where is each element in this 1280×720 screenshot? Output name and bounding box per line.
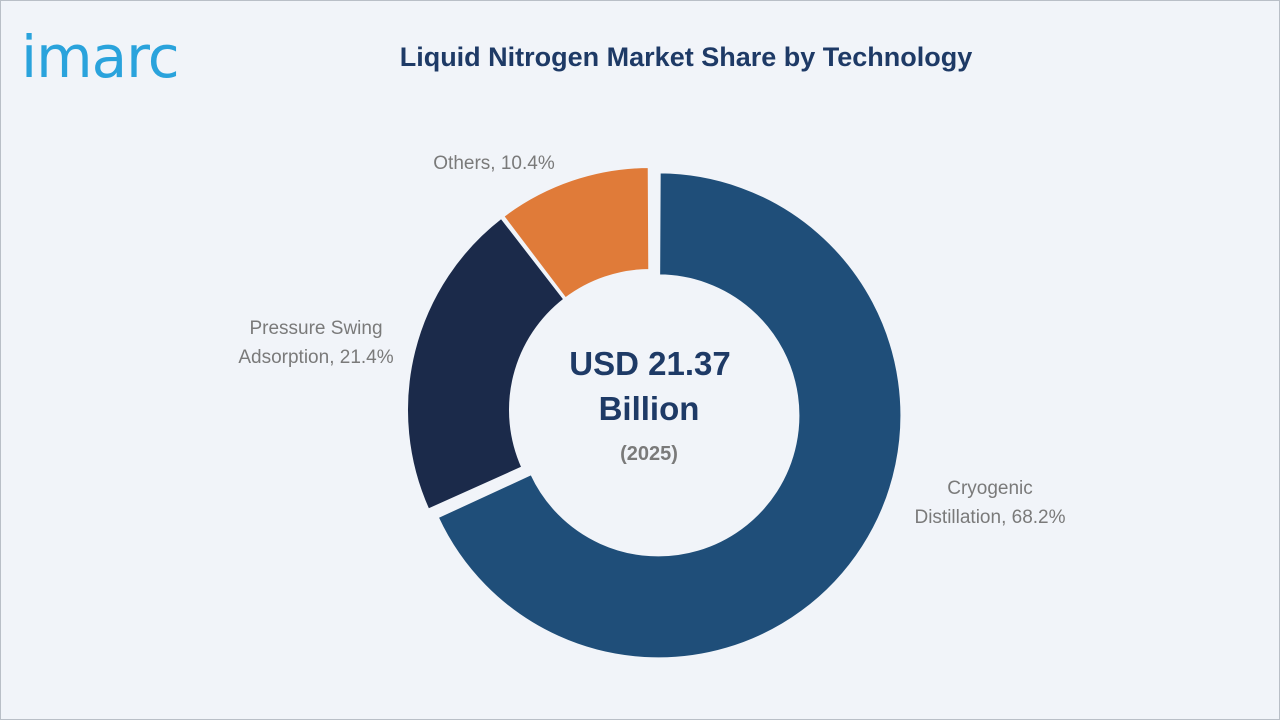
label-line: Others, 10.4% (433, 153, 555, 174)
slice-pressure-swing-adsorption (406, 216, 566, 511)
center-value-line1: USD 21.37 (569, 345, 730, 382)
label-pressure-swing-adsorption: Pressure Swing Adsorption, 21.4% (238, 318, 393, 368)
logo-text: imarc (21, 23, 180, 91)
label-line: Pressure Swing (249, 318, 382, 339)
donut-slices (406, 165, 903, 660)
slice-others (501, 165, 651, 300)
label-line: Distillation, 68.2% (914, 507, 1065, 528)
center-year: (2025) (620, 443, 678, 465)
label-line: Adsorption, 21.4% (238, 347, 393, 368)
label-cryogenic-distillation: Cryogenic Distillation, 68.2% (914, 478, 1065, 528)
chart-title: Liquid Nitrogen Market Share by Technolo… (399, 42, 973, 72)
slice-labels: Cryogenic Distillation, 68.2% Pressure Swi… (238, 153, 1065, 528)
label-line: Cryogenic (947, 478, 1033, 499)
imarc-logo: imarc (21, 27, 211, 87)
center-label: USD 21.37 Billion (2025) (569, 345, 730, 465)
center-value-line2: Billion (599, 390, 700, 427)
slice-cryogenic-distillation (436, 171, 903, 660)
label-others: Others, 10.4% (433, 153, 555, 174)
